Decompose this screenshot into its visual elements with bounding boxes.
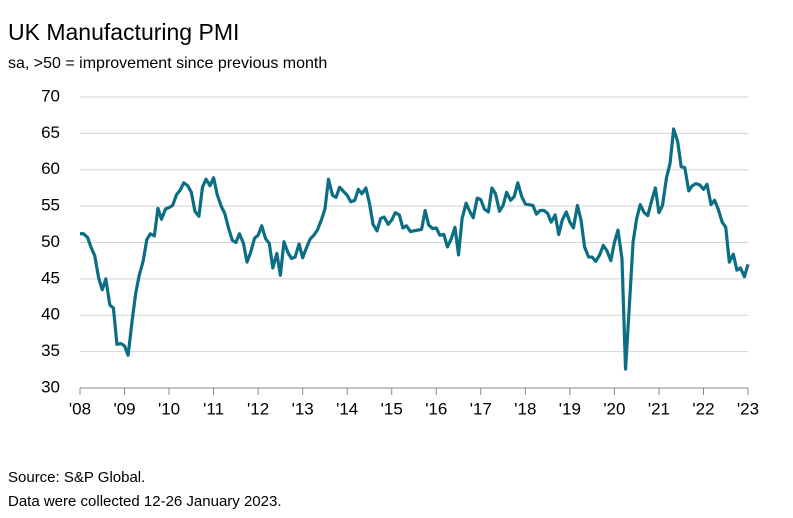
y-tick-label: 65 (41, 123, 60, 142)
note: Data were collected 12-26 January 2023. (8, 493, 282, 510)
y-tick-label: 45 (41, 268, 60, 287)
x-tick-label: '15 (381, 399, 403, 418)
x-tick-label: '12 (247, 399, 269, 418)
x-tick-label: '20 (603, 399, 625, 418)
y-tick-label: 70 (41, 86, 60, 105)
x-tick-label: '11 (203, 399, 224, 418)
x-tick-label: '21 (648, 399, 670, 418)
x-tick-label: '08 (69, 399, 91, 418)
x-tick-label: '13 (292, 399, 314, 418)
y-tick-label: 55 (41, 196, 60, 215)
x-tick-label: '16 (425, 399, 447, 418)
x-tick-label: '14 (336, 399, 358, 418)
y-tick-label: 50 (41, 232, 60, 251)
x-tick-label: '22 (692, 399, 714, 418)
x-tick-label: '09 (113, 399, 135, 418)
chart-title: UK Manufacturing PMI (8, 19, 239, 45)
source: Source: S&P Global. (8, 469, 145, 486)
y-tick-label: 35 (41, 341, 60, 360)
x-tick-label: '17 (470, 399, 492, 418)
chart-subtitle: sa, >50 = improvement since previous mon… (8, 55, 327, 72)
y-tick-label: 30 (41, 377, 60, 396)
x-tick-label: '23 (737, 399, 759, 418)
y-tick-label: 40 (41, 305, 60, 324)
y-tick-label: 60 (41, 159, 60, 178)
x-tick-label: '10 (158, 399, 180, 418)
data-line (80, 127, 750, 371)
x-tick-label: '19 (559, 399, 581, 418)
x-tick-label: '18 (514, 399, 536, 418)
